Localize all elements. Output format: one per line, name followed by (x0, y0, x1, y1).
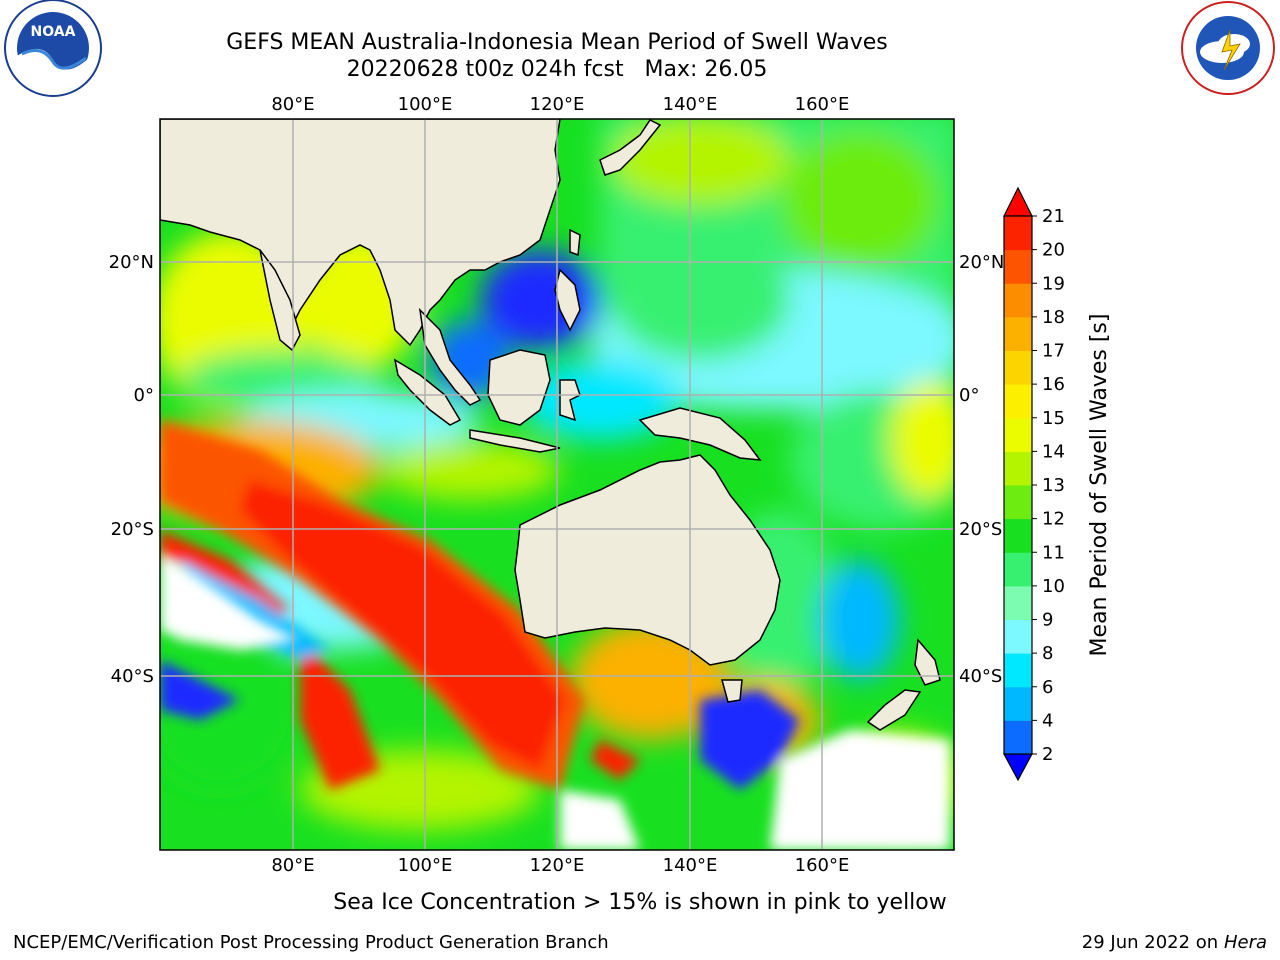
run-date-credit: 29 Jun 2022 on Hera (1082, 932, 1267, 953)
bottom-lon-label: 140°E (663, 855, 718, 876)
colorbar-segment (1004, 451, 1032, 486)
colorbar-tick-label: 16 (1042, 374, 1065, 395)
noaa-logo-text: NOAA (31, 24, 76, 40)
noaa-logo: NOAA (4, 0, 102, 97)
map-frame (159, 118, 955, 851)
colorbar-tick-label: 12 (1042, 509, 1065, 530)
sea-ice-note: Sea Ice Concentration > 15% is shown in … (333, 890, 947, 915)
left-lat-label: 40°S (111, 666, 154, 687)
colorbar-label: Mean Period of Swell Waves [s] (1087, 314, 1112, 657)
colorbar-tick-label: 15 (1042, 408, 1065, 429)
colorbar-tick-label: 11 (1042, 542, 1065, 563)
top-lon-label: 140°E (663, 94, 718, 115)
left-lat-label: 20°S (111, 519, 154, 540)
colorbar-tick-label: 4 (1042, 710, 1053, 731)
top-lon-label: 100°E (398, 94, 453, 115)
right-lat-label: 20°S (959, 519, 1002, 540)
colorbar: 2 4 6 8 9 10 11 12 13 14 15 16 17 18 19 20 21 Mean Perio… (1002, 186, 1112, 782)
left-lat-label: 20°N (109, 252, 154, 273)
colorbar-tick-label: 18 (1042, 307, 1065, 328)
colorbar-tick-label: 19 (1042, 273, 1065, 294)
colorbar-tick-label: 13 (1042, 475, 1065, 496)
colorbar-tick-label: 21 (1042, 206, 1065, 227)
lat-lon-grid (160, 119, 954, 850)
right-lat-label: 0° (959, 385, 979, 406)
bottom-lon-label: 100°E (398, 855, 453, 876)
colorbar-segment (1004, 619, 1032, 654)
colorbar-tick-label: 2 (1042, 744, 1053, 765)
colorbar-tick-label: 17 (1042, 341, 1065, 362)
left-lat-label: 0° (134, 385, 154, 406)
colorbar-segment (1004, 350, 1032, 385)
colorbar-under-triangle (1002, 753, 1034, 782)
colorbar-segment (1004, 518, 1032, 553)
colorbar-segment (1004, 552, 1032, 587)
right-lat-label: 40°S (959, 666, 1002, 687)
colorbar-tick-label: 20 (1042, 240, 1065, 261)
colorbar-segment (1004, 316, 1032, 351)
colorbar-tick-label: 6 (1042, 677, 1053, 698)
top-lon-label: 80°E (271, 94, 314, 115)
colorbar-segment (1004, 485, 1032, 520)
top-lon-label: 160°E (795, 94, 850, 115)
bottom-lon-label: 160°E (795, 855, 850, 876)
top-lon-label: 120°E (530, 94, 585, 115)
colorbar-tick-label: 8 (1042, 643, 1053, 664)
colorbar-segment (1004, 216, 1032, 251)
land (160, 119, 941, 731)
colorbar-segment (1004, 249, 1032, 284)
producer-credit: NCEP/EMC/Verification Post Processing Pr… (13, 932, 609, 953)
host-name: Hera (1223, 932, 1267, 953)
colorbar-over-triangle (1003, 186, 1033, 217)
colorbar-segment (1004, 653, 1032, 688)
colorbar-segment (1004, 283, 1032, 318)
bottom-lon-label: 120°E (530, 855, 585, 876)
colorbar-tick-label: 14 (1042, 441, 1065, 462)
colorbar-segment (1004, 417, 1032, 452)
colorbar-tick-label: 10 (1042, 576, 1065, 597)
bottom-lon-label: 80°E (271, 855, 314, 876)
colorbar-segment (1004, 720, 1032, 755)
colorbar-segment (1004, 384, 1032, 419)
run-date: 29 Jun 2022 on (1081, 932, 1219, 953)
colorbar-tick-label: 9 (1042, 610, 1053, 631)
colorbar-segment (1004, 585, 1032, 620)
data-field (160, 119, 954, 850)
map-subtitle: 20220628 t00z 024h fcst Max: 26.05 (346, 57, 768, 82)
nws-logo (1181, 1, 1275, 95)
colorbar-segment (1004, 686, 1032, 721)
right-lat-label: 20°N (959, 252, 1004, 273)
map-title: GEFS MEAN Australia-Indonesia Mean Perio… (226, 30, 888, 55)
